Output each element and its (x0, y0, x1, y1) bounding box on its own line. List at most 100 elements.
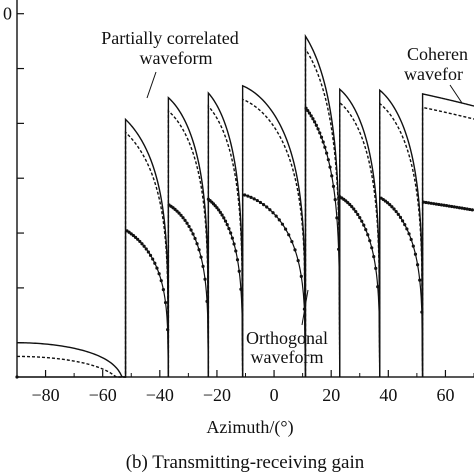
series-marker-orthogonal (372, 255, 376, 259)
labels-layer: −80 −60 −40 −20 0 20 40 60 0 (3, 4, 454, 405)
series-marker-orthogonal (222, 216, 226, 220)
series-marker-orthogonal (407, 232, 411, 236)
series-marker-orthogonal (193, 236, 197, 241)
series-marker-orthogonal (274, 214, 278, 218)
series-marker-orthogonal (179, 213, 183, 217)
series-marker-orthogonal (304, 106, 308, 110)
series-marker-orthogonal (376, 285, 380, 289)
series-marker-orthogonal (364, 228, 368, 232)
series-marker-orthogonal (457, 206, 462, 210)
series-marker-orthogonal (271, 211, 275, 215)
series-marker-orthogonal (239, 287, 243, 291)
series-marker-orthogonal (319, 135, 324, 139)
series-marker-orthogonal (227, 226, 231, 231)
series-marker-orthogonal (230, 236, 234, 240)
series-marker-orthogonal (163, 300, 168, 305)
series-layer (15, 33, 474, 379)
series-marker-orthogonal (191, 232, 195, 236)
series-marker-orthogonal (234, 249, 238, 253)
series-marker-orthogonal (368, 239, 372, 243)
series-marker-orthogonal (394, 209, 398, 214)
series-marker-orthogonal (405, 227, 409, 231)
series-marker-orthogonal (203, 277, 207, 281)
series-marker-orthogonal (318, 131, 322, 135)
series-marker-orthogonal (136, 237, 140, 241)
series-marker-orthogonal (328, 165, 332, 169)
series-marker-orthogonal (181, 216, 185, 220)
series-marker-orthogonal (255, 198, 259, 203)
series-marker-orthogonal (470, 208, 474, 212)
series-marker-orthogonal (468, 207, 472, 212)
x-tick-label: −80 (31, 385, 59, 405)
series-marker-orthogonal (316, 127, 320, 131)
series-marker-orthogonal (175, 209, 179, 213)
series-line-partially_correlated (17, 46, 474, 378)
series-marker-orthogonal (183, 218, 187, 222)
series-marker-orthogonal (411, 244, 415, 248)
ticks-layer (16, 13, 474, 377)
series-marker-orthogonal (189, 228, 193, 232)
series-marker-orthogonal (418, 278, 422, 282)
series-marker-orthogonal (321, 140, 325, 144)
annotation-coherent-leader (449, 84, 463, 104)
x-tick-label: −60 (89, 385, 117, 405)
series-marker-orthogonal (313, 120, 317, 124)
series-marker-orthogonal (409, 237, 413, 242)
x-tick-label: −40 (146, 385, 174, 405)
series-marker-orthogonal (337, 247, 341, 251)
series-marker-orthogonal (311, 117, 315, 121)
series-marker-orthogonal (148, 253, 153, 257)
series-marker-orthogonal (346, 201, 350, 205)
series-marker-orthogonal (223, 219, 228, 223)
series-marker-orthogonal (195, 242, 199, 246)
series-marker-orthogonal (335, 216, 339, 220)
series-marker-orthogonal (392, 207, 396, 211)
series-marker-orthogonal (129, 232, 133, 236)
series-marker-orthogonal (413, 252, 418, 256)
series-marker-orthogonal (185, 221, 189, 225)
series-marker-orthogonal (146, 250, 150, 254)
series-marker-orthogonal (400, 219, 405, 223)
series-marker-orthogonal (390, 205, 394, 209)
series-marker-orthogonal (434, 202, 438, 206)
series-marker-orthogonal (151, 257, 155, 261)
series-marker-orthogonal (299, 274, 303, 278)
series-marker-orthogonal (352, 207, 356, 211)
series-marker-orthogonal (215, 206, 219, 210)
series-marker-orthogonal (205, 299, 209, 303)
annotation-orthogonal-line2: waveform (251, 347, 324, 367)
series-marker-orthogonal (331, 184, 336, 188)
series-marker-orthogonal (283, 227, 288, 231)
series-marker-orthogonal (350, 205, 354, 209)
series-marker-orthogonal (166, 327, 170, 332)
series-marker-orthogonal (268, 208, 272, 212)
x-axis-label: Azimuth/(°) (206, 417, 293, 438)
series-marker-orthogonal (187, 224, 191, 229)
series-marker-orthogonal (307, 111, 312, 115)
x-tick-label: −20 (203, 385, 231, 405)
series-marker-orthogonal (444, 204, 449, 208)
series-marker-orthogonal (138, 239, 142, 244)
series-marker-orthogonal (358, 216, 362, 220)
series-marker-orthogonal (157, 272, 161, 276)
series-marker-orthogonal (140, 242, 144, 246)
series-marker-orthogonal (420, 310, 424, 314)
y-tick-label: 0 (3, 4, 12, 24)
series-marker-orthogonal (415, 263, 420, 267)
annotation-coherent-line2: wavefor (404, 64, 463, 84)
plot-frame (16, 0, 474, 378)
series-marker-orthogonal (323, 145, 327, 149)
series-marker-orthogonal (235, 258, 240, 262)
series-marker-orthogonal (333, 197, 337, 202)
series-marker-orthogonal (362, 223, 366, 227)
series-marker-orthogonal (287, 233, 291, 237)
series-marker-orthogonal (142, 244, 146, 248)
series-line-coherent (17, 33, 474, 378)
series-marker-orthogonal (229, 231, 233, 235)
series-marker-orthogonal (386, 201, 390, 205)
series-marker-orthogonal (366, 233, 370, 237)
series-marker-orthogonal (252, 197, 256, 201)
series-marker-orthogonal (144, 247, 148, 251)
annotation-orthogonal-line1: Orthogonal (246, 328, 328, 348)
series-marker-orthogonal (450, 204, 454, 209)
